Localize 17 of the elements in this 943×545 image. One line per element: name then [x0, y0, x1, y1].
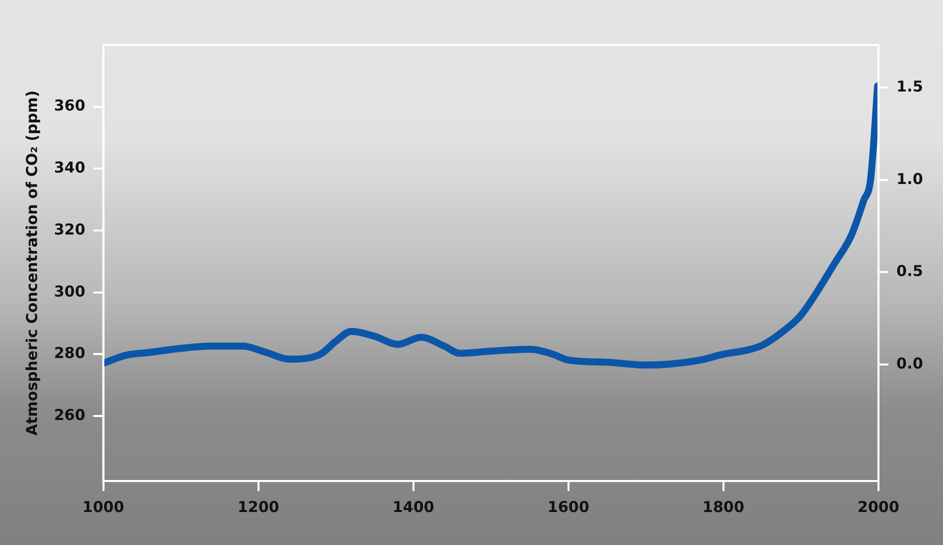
y-tick-label: 300 — [54, 282, 86, 300]
y2-tick-label: 1.0 — [896, 170, 924, 188]
y-tick-label: 340 — [54, 158, 86, 177]
y-axis-title: Atmospheric Concentration of CO₂ (ppm) — [22, 90, 41, 436]
y2-tick-label: 1.5 — [896, 77, 924, 96]
x-tick-label: 2000 — [858, 498, 900, 516]
y-tick-label: 260 — [54, 406, 86, 424]
x-tick-label: 1400 — [392, 498, 434, 516]
x-tick-label: 1200 — [237, 498, 280, 516]
y-tick-label: 360 — [54, 96, 86, 115]
y2-tick-label: 0.0 — [896, 354, 924, 372]
y-tick-label: 320 — [54, 220, 86, 238]
x-tick-label: 1600 — [548, 498, 590, 516]
x-tick-label: 1800 — [702, 498, 744, 516]
y2-tick-label: 0.5 — [896, 262, 924, 280]
x-tick-label: 1000 — [82, 498, 124, 516]
y-tick-label: 280 — [54, 344, 86, 362]
